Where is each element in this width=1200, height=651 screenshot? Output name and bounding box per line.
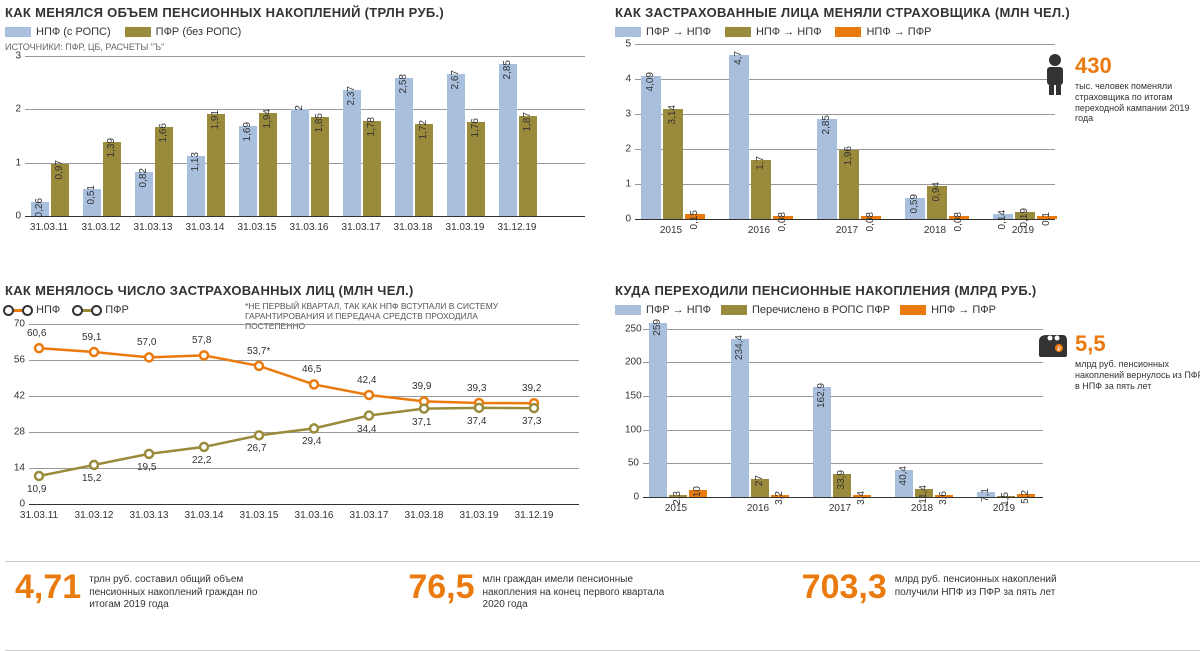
chart-insurer-switch: КАК ЗАСТРАХОВАННЫЕ ЛИЦА МЕНЯЛИ СТРАХОВЩИ… — [615, 5, 1200, 275]
stat-item: 76,5 млн граждан имели пенсионные накопл… — [408, 570, 801, 642]
chart4-legend: ПФР → НПФ Перечислено в РОПС ПФР НПФ → П… — [615, 304, 1200, 316]
chart2-title: КАК ЗАСТРАХОВАННЫЕ ЛИЦА МЕНЯЛИ СТРАХОВЩИ… — [615, 5, 1200, 20]
chart4-callout: ₽ 5,5 млрд руб. пенсионных накоплений ве… — [1075, 331, 1200, 391]
chart1-title: КАК МЕНЯЛСЯ ОБЪЕМ ПЕНСИОННЫХ НАКОПЛЕНИЙ … — [5, 5, 595, 20]
wallet-icon: ₽ — [1037, 333, 1069, 359]
stat-item: 703,3 млрд руб. пенсионных накоплений по… — [802, 570, 1195, 642]
chart-pension-volume: КАК МЕНЯЛСЯ ОБЪЕМ ПЕНСИОННЫХ НАКОПЛЕНИЙ … — [5, 5, 595, 275]
chart1-plot: 01230,260,9731.03.110,511,3931.03.120,82… — [25, 56, 595, 241]
chart1-source: ИСТОЧНИКИ: ПФР, ЦБ, РАСЧЕТЫ "Ъ" — [5, 42, 595, 52]
chart4-plot: 0501001502002502592,3102015234,4273,2201… — [643, 322, 1043, 522]
chart3-plot: 0142842567060,659,157,057,853,7*46,542,4… — [29, 324, 595, 529]
chart2-legend: ПФР → НПФ НПФ → НПФ НПФ → ПФР — [615, 26, 1200, 38]
svg-text:₽: ₽ — [1057, 346, 1061, 353]
stat-item: 4,71 трлн руб. составил общий объем пенс… — [15, 570, 408, 642]
bottom-stats: 4,71 трлн руб. составил общий объем пенс… — [5, 561, 1200, 651]
legend-swatch — [125, 27, 151, 37]
chart-insured-count: КАК МЕНЯЛОСЬ ЧИСЛО ЗАСТРАХОВАННЫХ ЛИЦ (М… — [5, 283, 595, 553]
chart-pension-flows: КУДА ПЕРЕХОДИЛИ ПЕНСИОННЫЕ НАКОПЛЕНИЯ (М… — [615, 283, 1200, 553]
chart2-callout: 430 тыс. человек поменяли страховщика по… — [1075, 53, 1200, 124]
person-icon — [1041, 53, 1069, 95]
legend-swatch — [5, 27, 31, 37]
chart4-title: КУДА ПЕРЕХОДИЛИ ПЕНСИОННЫЕ НАКОПЛЕНИЯ (М… — [615, 283, 1200, 298]
chart3-title: КАК МЕНЯЛОСЬ ЧИСЛО ЗАСТРАХОВАННЫХ ЛИЦ (М… — [5, 283, 595, 298]
chart2-plot: 0123454,093,140,1520154,71,70,0820162,85… — [635, 44, 1055, 244]
chart1-legend: НПФ (с РОПС) ПФР (без РОПС) — [5, 26, 595, 38]
chart3-legend: НПФ ПФР *НЕ ПЕРВЫЙ КВАРТАЛ, ТАК КАК НПФ … — [5, 304, 595, 316]
